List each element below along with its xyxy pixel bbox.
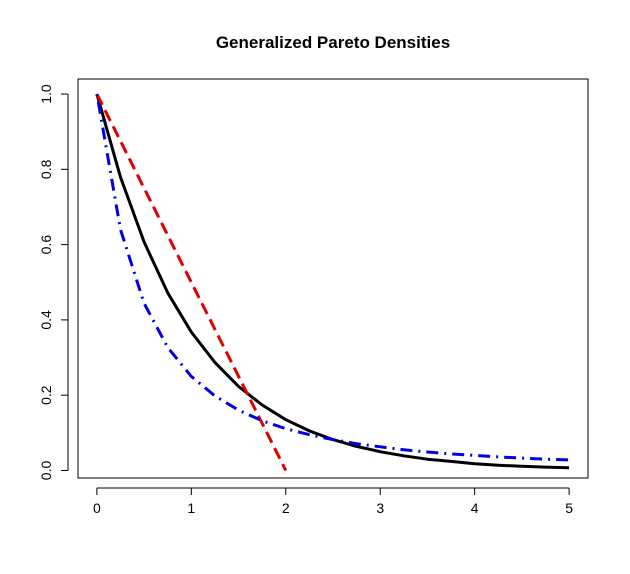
y-axis: 0.0 0.2 0.4 0.6 0.8 1.0 [38, 84, 69, 481]
x-tick-label: 0 [93, 500, 101, 516]
y-tick-label: 1.0 [38, 84, 54, 104]
x-tick-label: 5 [565, 500, 573, 516]
y-tick-label: 0.0 [38, 461, 54, 481]
chart-title: Generalized Pareto Densities [216, 33, 450, 52]
x-tick-label: 1 [187, 500, 195, 516]
y-tick-label: 0.8 [38, 159, 54, 179]
series-line-2 [95, 93, 288, 472]
x-tick-label: 3 [376, 500, 384, 516]
plot-box [77, 78, 589, 479]
x-tick-label: 4 [471, 500, 479, 516]
y-tick-label: 0.4 [38, 310, 54, 330]
x-axis: 0 1 2 3 4 5 [93, 487, 573, 516]
x-tick-label: 2 [282, 500, 290, 516]
series-line-1 [95, 93, 570, 470]
series-line-3 [95, 93, 570, 462]
series-layer [95, 93, 570, 472]
y-tick-label: 0.6 [38, 235, 54, 255]
y-tick-label: 0.2 [38, 385, 54, 405]
